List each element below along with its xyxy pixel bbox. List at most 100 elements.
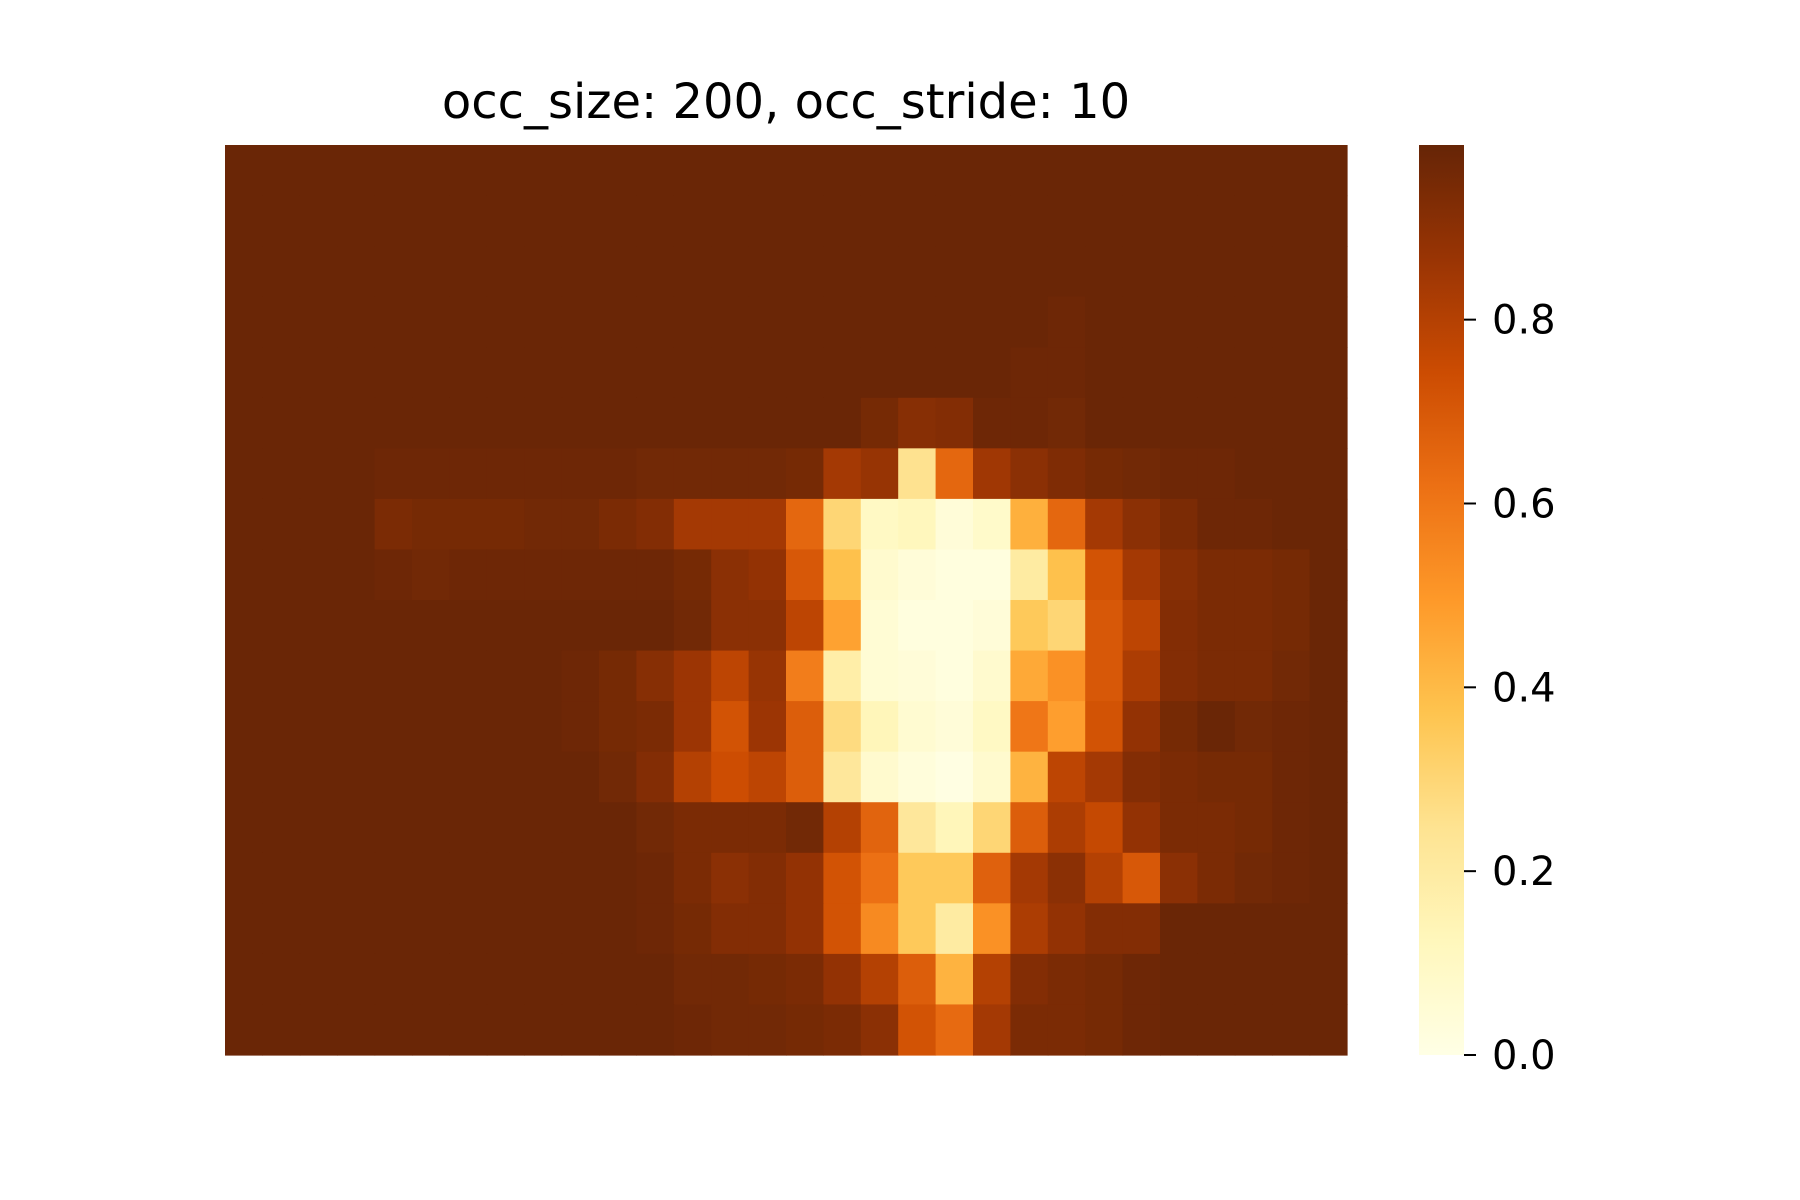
heatmap-cell	[1122, 802, 1161, 854]
heatmap-cell	[1234, 195, 1273, 247]
heatmap-cell	[748, 802, 787, 854]
heatmap-cell	[1122, 397, 1161, 449]
heatmap-cell	[1047, 751, 1086, 803]
heatmap-cell	[486, 296, 525, 348]
heatmap-cell	[1309, 397, 1348, 449]
heatmap-cell	[449, 600, 488, 652]
heatmap-cell	[860, 498, 899, 551]
heatmap-cell	[486, 195, 525, 247]
heatmap-cell	[561, 751, 600, 803]
heatmap-cell	[636, 448, 675, 500]
heatmap-cell	[599, 1004, 637, 1056]
heatmap-cell	[225, 903, 263, 955]
heatmap-cell	[486, 498, 525, 551]
heatmap-cell	[599, 296, 637, 348]
heatmap-cell	[860, 145, 899, 197]
heatmap-cell	[412, 296, 450, 348]
heatmap-cell	[898, 145, 937, 197]
heatmap-cell	[262, 246, 301, 298]
heatmap-cell	[599, 195, 637, 247]
heatmap-cell	[1122, 953, 1161, 1006]
heatmap-cell	[561, 953, 600, 1006]
heatmap-cell	[1122, 903, 1161, 955]
heatmap-cell	[1272, 953, 1311, 1006]
heatmap-cell	[898, 903, 937, 955]
heatmap-cell	[823, 397, 862, 449]
heatmap-cell	[1122, 600, 1161, 652]
heatmap-cell	[1160, 296, 1198, 348]
heatmap-cell	[412, 600, 450, 652]
heatmap-cell	[748, 347, 787, 399]
heatmap-cell	[337, 903, 376, 955]
heatmap-cell	[1309, 296, 1348, 348]
heatmap-cell	[1197, 852, 1236, 904]
heatmap-cell	[225, 246, 263, 298]
heatmap-cell	[449, 145, 488, 197]
heatmap-cell	[1160, 549, 1198, 601]
heatmap-cell	[935, 600, 974, 652]
heatmap-cell	[412, 145, 450, 197]
heatmap-cell	[860, 397, 899, 449]
heatmap-cell	[1047, 953, 1086, 1006]
heatmap-cell	[711, 397, 750, 449]
heatmap-cell	[524, 145, 563, 197]
heatmap-cell	[1010, 600, 1049, 652]
heatmap-cell	[225, 751, 263, 803]
heatmap-cell	[374, 701, 413, 753]
heatmap-cell	[561, 296, 600, 348]
heatmap-cell	[1197, 347, 1236, 399]
heatmap-cell	[299, 397, 338, 449]
heatmap-cell	[486, 650, 525, 702]
heatmap-cell	[711, 1004, 750, 1056]
heatmap-cell	[1234, 498, 1273, 551]
heatmap-cell	[1309, 903, 1348, 955]
chart-title: occ_size: 200, occ_stride: 10	[442, 74, 1130, 130]
heatmap-cell	[673, 195, 712, 247]
heatmap-cell	[636, 296, 675, 348]
heatmap-cell	[748, 701, 787, 753]
heatmap-cell	[860, 650, 899, 702]
heatmap-cell	[823, 195, 862, 247]
heatmap-cell	[673, 852, 712, 904]
heatmap-cell	[860, 903, 899, 955]
heatmap-cell	[786, 145, 824, 197]
heatmap-cell	[748, 1004, 787, 1056]
heatmap-cell	[1197, 751, 1236, 803]
heatmap-cell	[1272, 145, 1311, 197]
heatmap-cell	[823, 1004, 862, 1056]
heatmap-cell	[748, 145, 787, 197]
heatmap-cell	[486, 1004, 525, 1056]
heatmap-cell	[561, 397, 600, 449]
heatmap-cell	[1010, 195, 1049, 247]
heatmap-cell	[449, 549, 488, 601]
heatmap-cell	[823, 903, 862, 955]
heatmap-cell	[1272, 650, 1311, 702]
heatmap-cell	[748, 195, 787, 247]
heatmap-cell	[1234, 347, 1273, 399]
heatmap-cell	[225, 802, 263, 854]
heatmap-cell	[898, 246, 937, 298]
heatmap-cell	[225, 650, 263, 702]
heatmap-cell	[1309, 751, 1348, 803]
heatmap-cell	[1010, 498, 1049, 551]
heatmap-cell	[225, 347, 263, 399]
heatmap-cell	[225, 1004, 263, 1056]
heatmap-cell	[898, 852, 937, 904]
heatmap-cell	[374, 1004, 413, 1056]
heatmap-cell	[711, 701, 750, 753]
heatmap-cell	[1197, 296, 1236, 348]
heatmap-cell	[1309, 347, 1348, 399]
heatmap-cell	[1272, 195, 1311, 247]
heatmap-cell	[1085, 347, 1124, 399]
heatmap-cell	[786, 448, 824, 500]
heatmap-cell	[748, 600, 787, 652]
heatmap-cell	[711, 852, 750, 904]
heatmap-cell	[1122, 448, 1161, 500]
heatmap-cell	[524, 701, 563, 753]
heatmap-cell	[1272, 296, 1311, 348]
heatmap-cell	[860, 852, 899, 904]
heatmap-cell	[524, 195, 563, 247]
heatmap-cell	[524, 600, 563, 652]
heatmap-cell	[1309, 549, 1348, 601]
heatmap-cell	[786, 1004, 824, 1056]
